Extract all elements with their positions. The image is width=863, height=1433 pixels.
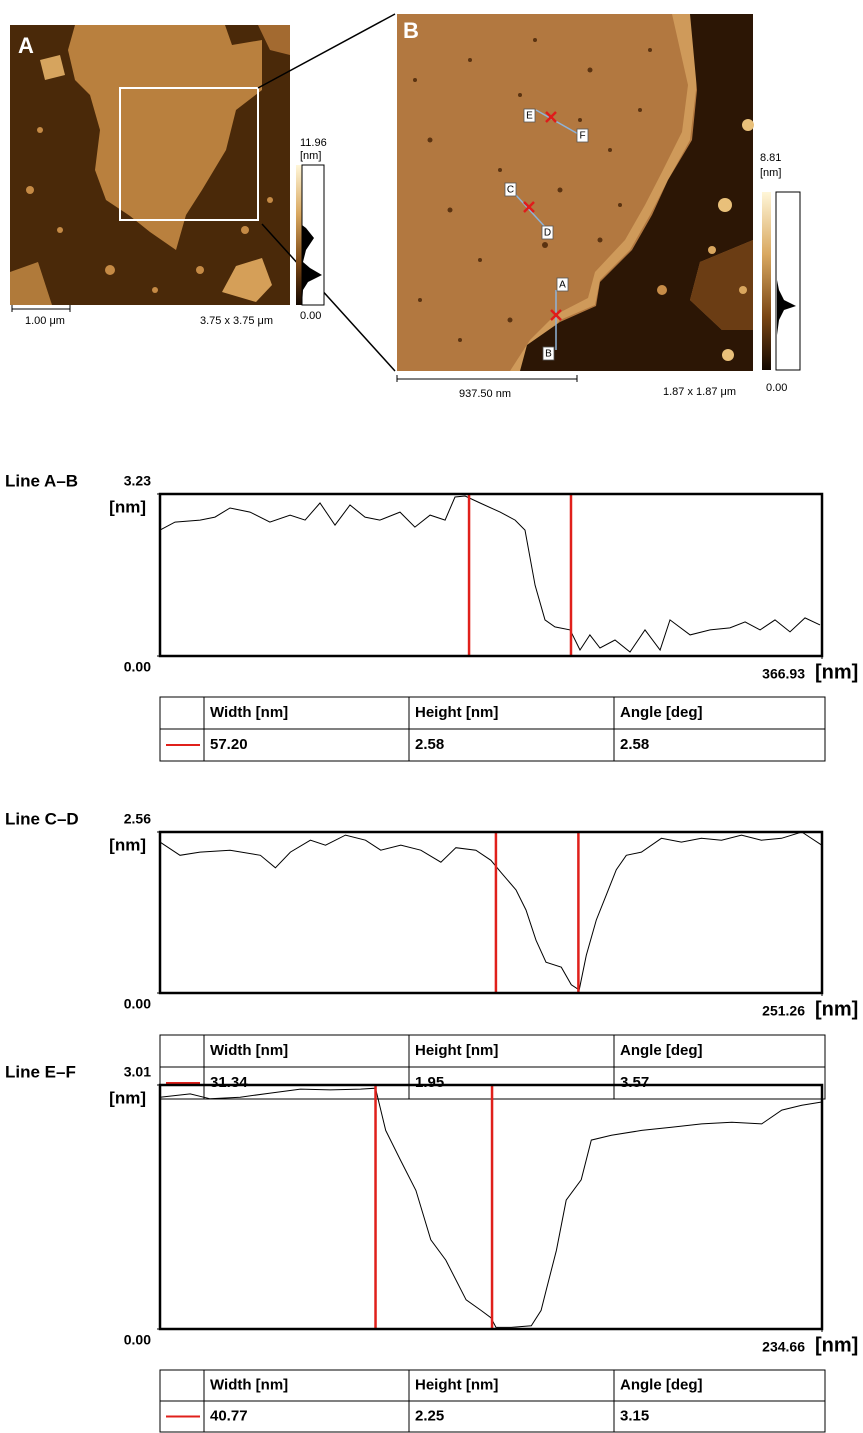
image-size: 1.87 x 1.87 μm (663, 386, 736, 398)
marker-boxes (504, 108, 589, 361)
scale-bar (11, 305, 71, 312)
table-header: Height [nm] (415, 1376, 498, 1393)
x-tick-label: 366.93 (762, 666, 805, 682)
x-tick-label: 234.66 (762, 1339, 805, 1355)
scale-label: 1.00 μm (25, 315, 65, 327)
y-axis-label: [nm] (109, 1088, 146, 1107)
scale-bar (396, 375, 578, 382)
table-cell: 3.57 (620, 1074, 649, 1091)
marker-label: E (526, 111, 533, 122)
table-header: Width [nm] (210, 704, 288, 721)
table-cell: 1.95 (415, 1074, 444, 1091)
y-tick-label: 2.56 (124, 811, 151, 827)
table-cell: 2.58 (415, 736, 444, 753)
table-cell: 2.25 (415, 1407, 444, 1424)
table-header: Angle [deg] (620, 1376, 703, 1393)
plot-frame (158, 1083, 824, 1331)
marker-label: B (545, 349, 552, 360)
table-header: Height [nm] (415, 1042, 498, 1059)
zoom-line (261, 223, 396, 372)
x-axis-label: [nm] (815, 661, 858, 683)
panel-label: A (18, 33, 34, 58)
y-tick-label: 0.00 (124, 996, 151, 1012)
colorbar-unit: [nm] (300, 150, 321, 162)
table-header: Width [nm] (210, 1042, 288, 1059)
scale-label: 937.50 nm (459, 388, 511, 400)
afm-image-b (397, 14, 754, 371)
y-tick-label: 3.01 (124, 1064, 151, 1080)
y-tick-label: 0.00 (124, 659, 151, 675)
profile-line (159, 831, 823, 991)
chart-title: Line E–F (5, 1062, 76, 1081)
image-size: 3.75 x 3.75 μm (200, 315, 273, 327)
marker-label: C (507, 185, 514, 196)
marker-label: A (559, 280, 566, 291)
colorbar (296, 164, 325, 306)
table-header: Width [nm] (210, 1376, 288, 1393)
x-axis-label: [nm] (815, 1334, 858, 1356)
table-cell: 40.77 (210, 1407, 248, 1424)
colorbar-unit: [nm] (760, 167, 781, 179)
table-header: Angle [deg] (620, 704, 703, 721)
colorbar-min: 0.00 (766, 382, 787, 394)
y-tick-label: 3.23 (124, 473, 151, 489)
marker-label: D (544, 228, 551, 239)
chart-title: Line A–B (5, 471, 78, 490)
table-header: Height [nm] (415, 704, 498, 721)
y-tick-label: 0.00 (124, 1332, 151, 1348)
table-cell: 3.15 (620, 1407, 649, 1424)
zoom-line (257, 13, 396, 89)
table-cell: 31.34 (210, 1074, 248, 1091)
table-cell: 57.20 (210, 736, 248, 753)
x-axis-label: [nm] (815, 998, 858, 1020)
plot-frame (158, 830, 824, 995)
marker-label: F (579, 131, 585, 142)
table-header: Angle [deg] (620, 1042, 703, 1059)
profile-line (159, 495, 821, 653)
y-axis-label: [nm] (109, 497, 146, 516)
x-tick-label: 251.26 (762, 1003, 805, 1019)
colorbar-max: 11.96 (300, 137, 327, 149)
colorbar-max: 8.81 (760, 152, 781, 164)
afm-image-a (10, 25, 290, 305)
colorbar (762, 191, 801, 371)
colorbar-min: 0.00 (300, 310, 321, 322)
y-axis-label: [nm] (109, 835, 146, 854)
panel-label: B (403, 18, 419, 43)
plot-frame (158, 492, 824, 658)
table-cell: 2.58 (620, 736, 649, 753)
chart-title: Line C–D (5, 809, 79, 828)
profile-line (159, 1087, 822, 1328)
